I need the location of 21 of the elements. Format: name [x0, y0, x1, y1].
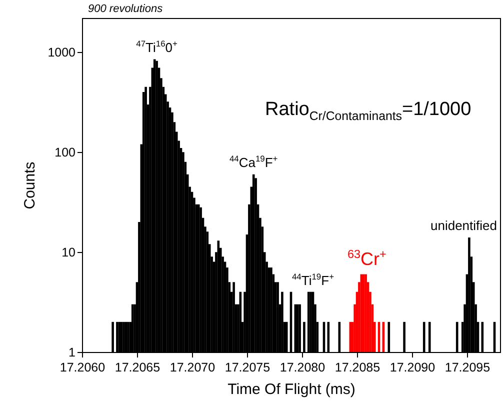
annotation: $^{44}$Ti$^{19}$F$^{+}$ — [292, 272, 334, 288]
x-tick-label: 17.2060 — [60, 360, 106, 374]
x-tick-label: 17.2075 — [224, 360, 270, 374]
annotation: $^{47}$Ti$^{16}$0$^{+}$ — [136, 38, 178, 56]
x-tick-label: 17.2085 — [334, 360, 380, 374]
y-axis-title: Counts — [22, 162, 39, 210]
y-tick-label: 1 — [68, 346, 76, 360]
annotation: $^{44}$Ca$^{19}$F$^{+}$ — [229, 154, 278, 170]
x-axis-title: Time Of Flight (ms) — [228, 381, 356, 398]
x-tick-label: 17.2095 — [444, 360, 490, 374]
y-tick-label: 10 — [62, 246, 76, 260]
annotation: Ratio$_{Cr/Contaminants}$=1/1000 — [265, 99, 472, 123]
x-tick-label: 17.2090 — [390, 360, 436, 374]
text: 900 revolutions — [88, 3, 163, 15]
series-label: $^{63}$Cr$^{+}$ — [347, 248, 386, 270]
y-tick-label: 100 — [54, 146, 76, 160]
annotation: unidentified — [430, 218, 497, 234]
x-tick-label: 17.2070 — [170, 360, 216, 374]
x-tick-label: 17.2065 — [114, 360, 160, 374]
y-tick-label: 1000 — [48, 46, 76, 60]
x-tick-label: 17.2080 — [280, 360, 326, 374]
